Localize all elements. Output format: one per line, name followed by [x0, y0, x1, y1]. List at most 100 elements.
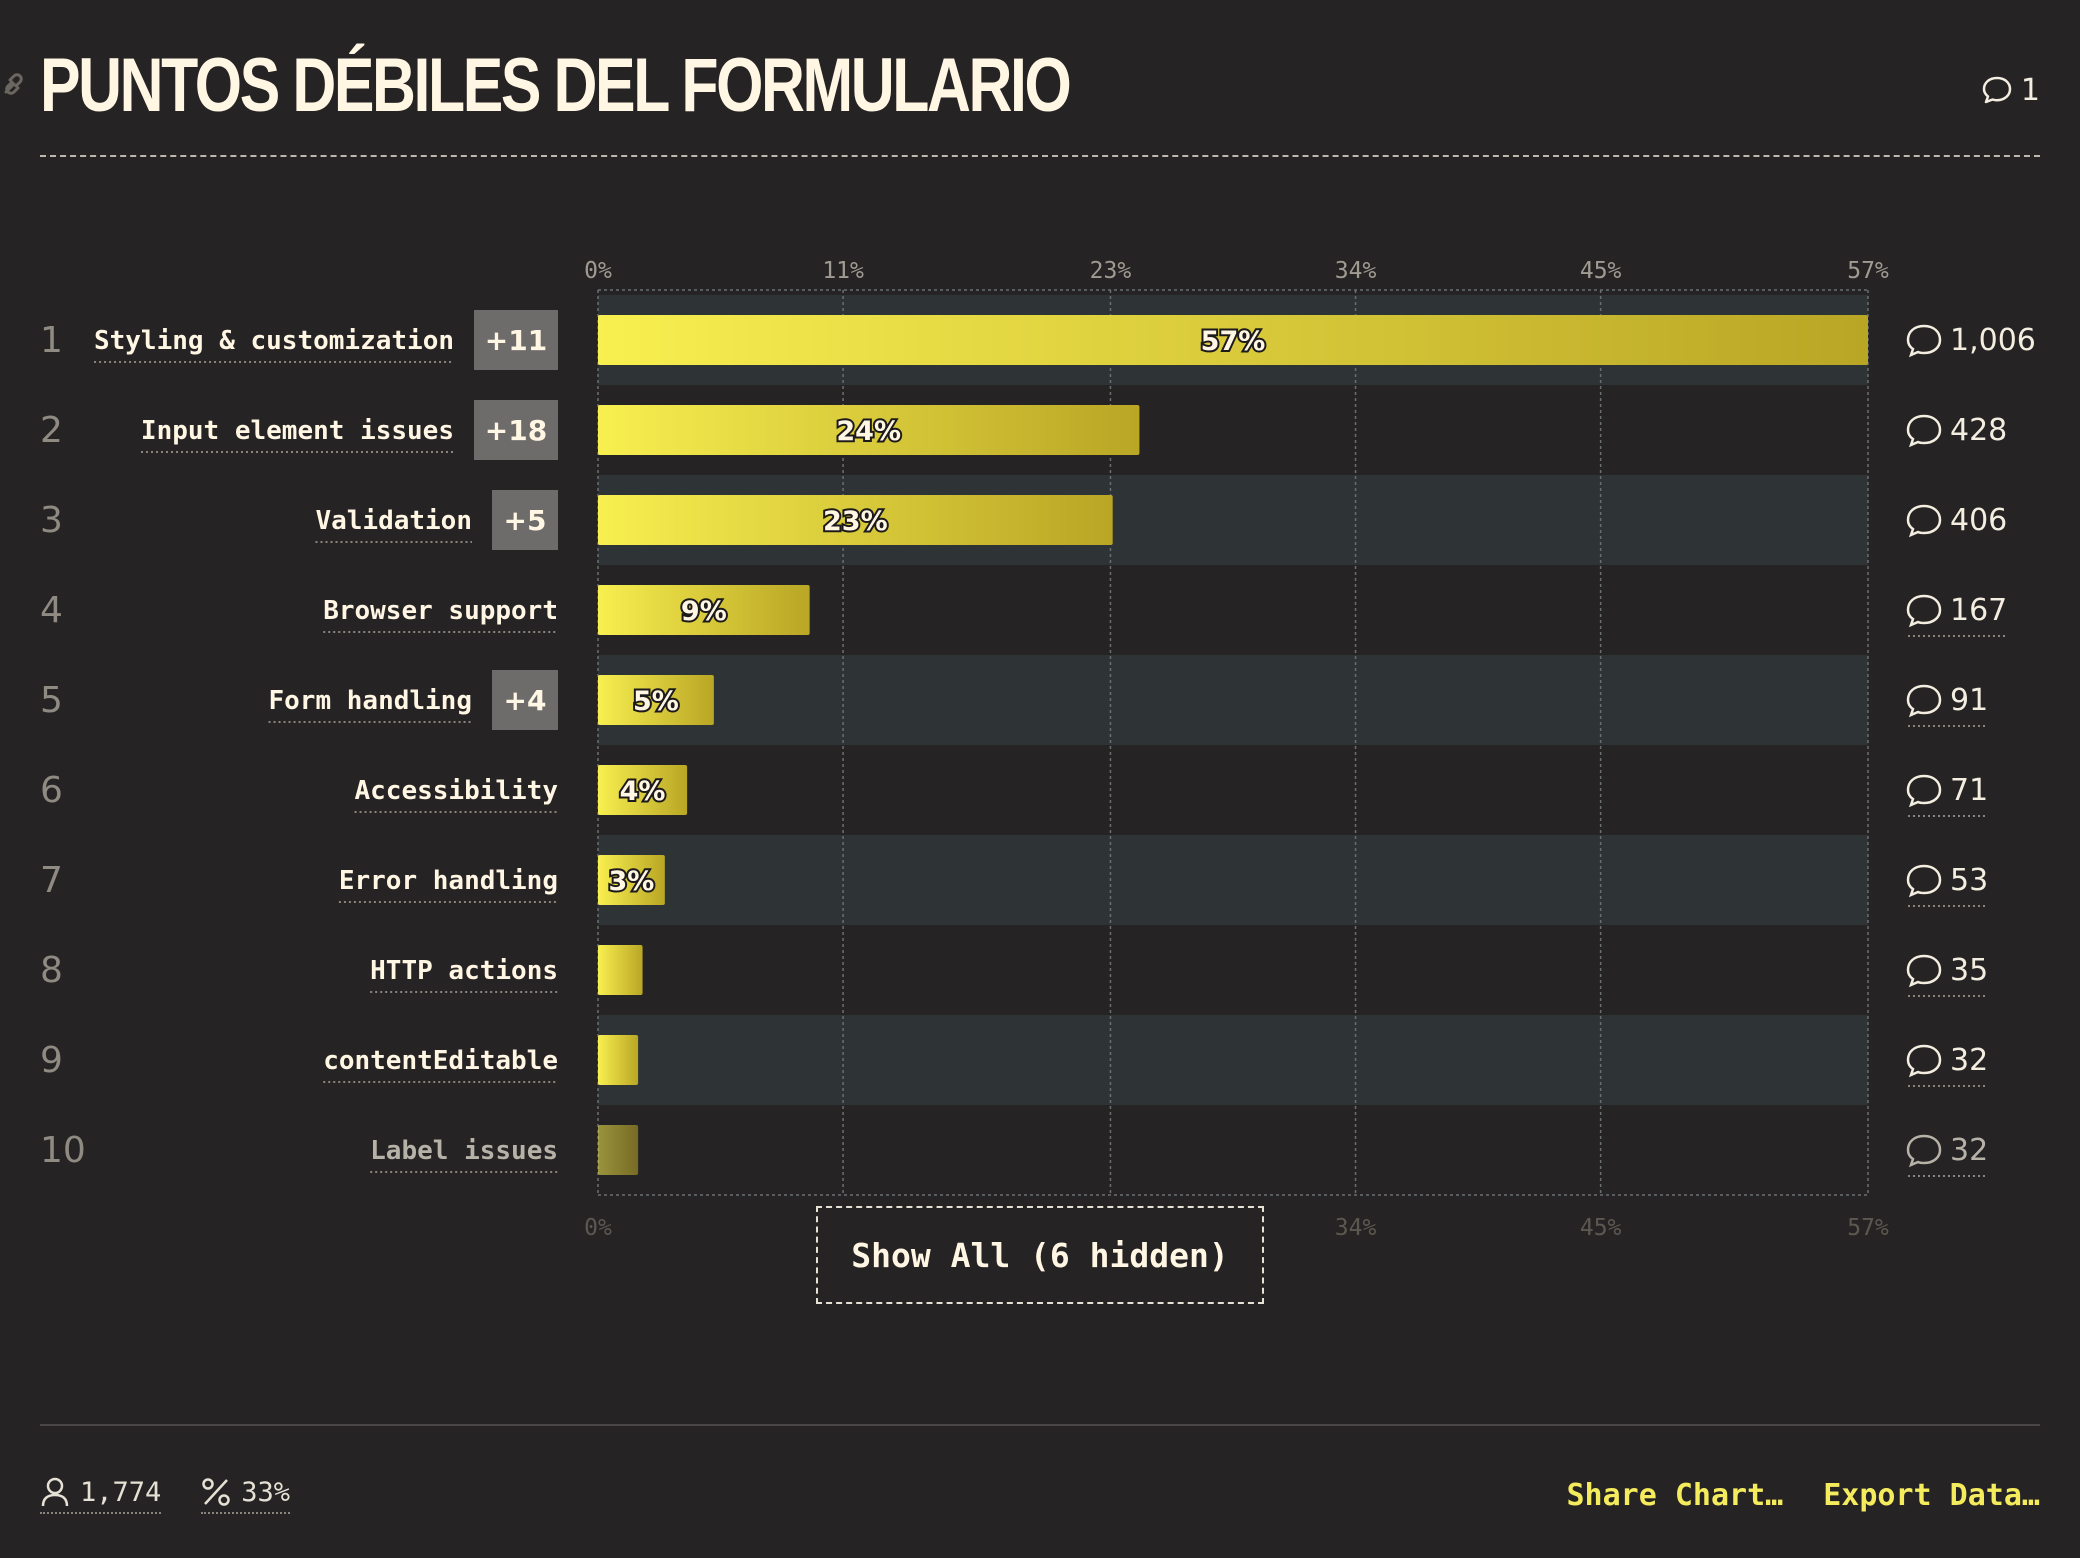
bar-value-label: 4%: [620, 776, 666, 807]
bar-value-label: 24%: [836, 416, 901, 447]
bar-value-label: 57%: [1201, 326, 1266, 357]
comment-icon: [1982, 76, 2012, 104]
row-band: [598, 835, 1868, 925]
comment-icon: [1906, 684, 1942, 718]
chart-row[interactable]: 1 +11 Styling & customization 57% 1,006: [40, 310, 2036, 370]
x-tick-label-bottom: 57%: [1847, 1215, 1889, 1241]
chart-row[interactable]: 7 Error handling 3% 53: [40, 855, 1988, 907]
bar-value-label: 5%: [633, 686, 679, 717]
extra-badge-label: +5: [504, 504, 547, 537]
x-tick-label-bottom: 45%: [1580, 1215, 1622, 1241]
bar[interactable]: [598, 405, 1140, 455]
row-label[interactable]: Form handling: [269, 686, 473, 716]
row-comment-count[interactable]: 32: [1950, 1043, 1988, 1078]
show-all-button[interactable]: Show All (6 hidden): [816, 1206, 1264, 1304]
x-tick-label-top: 34%: [1335, 258, 1377, 284]
percent-value: 33%: [241, 1476, 291, 1508]
chart-header: Puntos débiles del formulario 1: [4, 30, 2040, 157]
bar[interactable]: [598, 675, 714, 725]
chart-row[interactable]: 3 +5 Validation 23% 406: [40, 490, 2007, 550]
row-band: [598, 655, 1868, 745]
percent-stat[interactable]: 33%: [201, 1476, 291, 1514]
bar-chart: 0%11%23%34%45%57% 0%11%23%34%45%57% 1+11…: [40, 258, 2036, 1241]
bar[interactable]: [598, 855, 665, 905]
row-comment-count[interactable]: 406: [1950, 503, 2007, 538]
bar[interactable]: [598, 585, 810, 635]
respondents-count: 1,774: [80, 1476, 162, 1508]
x-tick-label-top: 23%: [1090, 258, 1132, 284]
row-label[interactable]: Accessibility: [355, 776, 559, 806]
chart-row[interactable]: 4 Browser support 9% 167: [40, 585, 2007, 637]
comment-icon: [1906, 954, 1942, 988]
row-label[interactable]: HTTP actions: [370, 956, 558, 986]
chart-row[interactable]: 9 contentEditable 32: [40, 1035, 1988, 1087]
x-tick-label-bottom: 0%: [584, 1215, 612, 1241]
page-title: Puntos débiles del formulario: [40, 43, 1072, 128]
comment-icon: [1906, 414, 1942, 448]
bar[interactable]: [598, 1035, 639, 1085]
row-rank: 7: [40, 860, 63, 901]
row-rank: 9: [40, 1040, 63, 1081]
row-comment-count[interactable]: 53: [1950, 863, 1988, 898]
bar[interactable]: [598, 945, 643, 995]
row-comment-count[interactable]: 35: [1950, 953, 1988, 988]
extra-badge[interactable]: [492, 490, 558, 550]
row-label[interactable]: Input element issues: [141, 416, 454, 446]
row-label[interactable]: Validation: [315, 506, 472, 536]
row-label[interactable]: contentEditable: [323, 1046, 558, 1076]
percent-icon: [202, 1478, 231, 1506]
row-rank: 1: [40, 320, 63, 361]
respondents-stat[interactable]: 1,774: [40, 1476, 162, 1514]
row-label[interactable]: Error handling: [339, 866, 558, 896]
row-label[interactable]: Label issues: [370, 1136, 558, 1166]
chart-row[interactable]: 6 Accessibility 4% 71: [40, 765, 1988, 817]
comment-icon: [1906, 774, 1942, 808]
footer-divider: [40, 1424, 2040, 1426]
row-rank: 4: [40, 590, 63, 631]
user-icon: [41, 1477, 69, 1507]
comment-icon: [1906, 1044, 1942, 1078]
bar-value-label: 23%: [823, 506, 888, 537]
row-comment-count[interactable]: 428: [1950, 413, 2007, 448]
row-comment-count[interactable]: 32: [1950, 1133, 1988, 1168]
row-label[interactable]: Styling & customization: [94, 326, 454, 356]
row-comment-count[interactable]: 167: [1950, 593, 2007, 628]
header-comments[interactable]: 1: [1981, 70, 2040, 110]
chart-row[interactable]: 5 +4 Form handling 5% 91: [40, 670, 1988, 730]
comment-icon: [1906, 864, 1942, 898]
share-chart-link[interactable]: Share Chart…: [1566, 1477, 1784, 1513]
bar[interactable]: [598, 315, 1868, 365]
bar[interactable]: [598, 495, 1113, 545]
chart-row[interactable]: 10 Label issues 32: [40, 1125, 1988, 1177]
row-rank: 5: [40, 680, 63, 721]
comment-icon: [1906, 594, 1942, 628]
x-tick-label-top: 57%: [1847, 258, 1889, 284]
comment-icon: [1906, 324, 1942, 358]
x-tick-label-top: 11%: [822, 258, 864, 284]
footer-stats: 1,774 33%: [40, 1470, 291, 1520]
comment-icon: [1906, 1134, 1942, 1168]
bar-value-label: 9%: [681, 596, 727, 627]
bar[interactable]: [598, 765, 688, 815]
row-rank: 3: [40, 500, 63, 541]
chart-row[interactable]: 2 +18 Input element issues 24% 428: [40, 400, 2007, 460]
comment-icon: [1906, 504, 1942, 538]
bar[interactable]: [598, 1125, 639, 1175]
export-data-link[interactable]: Export Data…: [1823, 1477, 2040, 1513]
row-comment-count[interactable]: 71: [1950, 773, 1988, 808]
row-rank: 10: [40, 1130, 86, 1171]
header-comment-count: 1: [2020, 72, 2040, 108]
link-icon[interactable]: [0, 70, 30, 100]
row-label[interactable]: Browser support: [323, 596, 558, 626]
extra-badge[interactable]: [474, 400, 558, 460]
extra-badge-label: +11: [485, 324, 547, 357]
extra-badge[interactable]: [474, 310, 558, 370]
extra-badge-label: +18: [485, 414, 547, 447]
bar-value-label: 3%: [608, 866, 654, 897]
chart-row[interactable]: 8 HTTP actions 35: [40, 945, 1988, 997]
row-rank: 2: [40, 410, 63, 451]
footer-actions: Share Chart… Export Data…: [1567, 1470, 2041, 1520]
extra-badge[interactable]: [492, 670, 558, 730]
row-comment-count[interactable]: 1,006: [1950, 323, 2036, 358]
row-comment-count[interactable]: 91: [1950, 683, 1988, 718]
